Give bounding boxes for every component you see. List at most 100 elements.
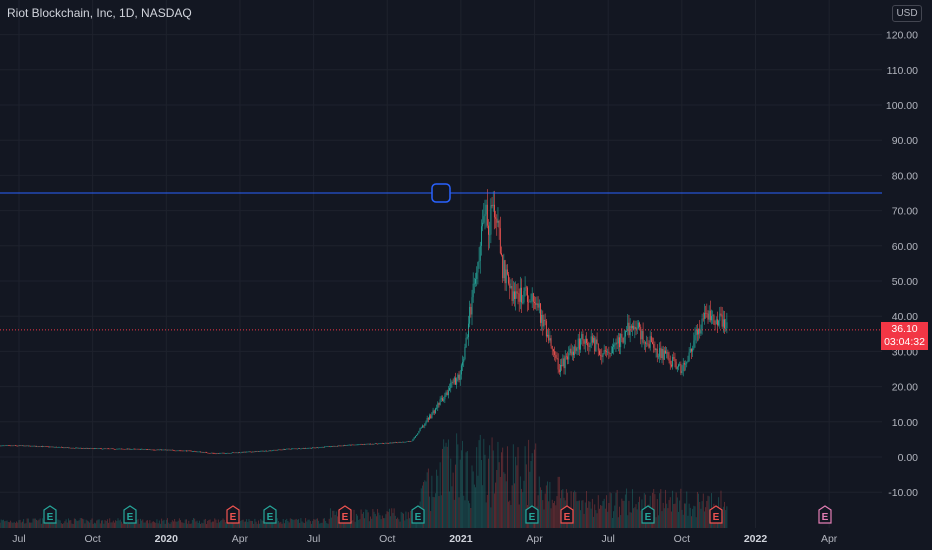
candle-body — [75, 447, 76, 449]
volume-bar — [483, 438, 485, 528]
candle-body — [136, 448, 138, 450]
candle-body — [529, 301, 531, 303]
volume-bar — [72, 523, 74, 528]
candle-body — [501, 253, 502, 255]
volume-bar — [117, 518, 119, 528]
price-tick-label: 20.00 — [892, 382, 918, 394]
candle-body — [126, 448, 128, 450]
volume-bar — [614, 505, 616, 528]
candle-body — [278, 449, 279, 451]
volume-bar — [189, 523, 191, 528]
volume-bar — [635, 504, 637, 528]
candle-body — [34, 446, 36, 447]
volume-bar — [34, 518, 36, 528]
candle-body — [458, 374, 460, 381]
volume-bar — [556, 496, 558, 528]
candle-body — [692, 348, 694, 352]
candle-body — [425, 421, 427, 424]
candle-body — [320, 447, 322, 448]
earnings-marker-icon[interactable]: E — [709, 505, 723, 524]
volume-bar — [385, 514, 387, 528]
candle-body — [305, 448, 307, 449]
volume-bar — [221, 519, 223, 528]
candle-body — [49, 446, 51, 448]
earnings-marker-icon[interactable]: E — [641, 505, 655, 524]
earnings-marker-icon[interactable]: E — [226, 505, 240, 524]
volume-bar — [256, 523, 258, 528]
candle-body — [354, 444, 356, 446]
volume-bar — [726, 506, 728, 528]
volume-bar — [453, 499, 455, 528]
candle-body — [351, 444, 353, 446]
candle-body — [364, 444, 366, 445]
symbol-title[interactable]: Riot Blockchain, Inc, 1D, NASDAQ — [7, 6, 192, 20]
volume-bar — [220, 520, 222, 528]
volume-bar — [234, 522, 236, 528]
volume-bar — [250, 520, 252, 528]
volume-bar — [442, 448, 443, 528]
candle-body — [399, 442, 401, 443]
candle-body — [652, 342, 653, 344]
candle-body — [622, 337, 624, 343]
volume-bar — [705, 507, 707, 528]
earnings-marker-icon[interactable]: E — [525, 505, 539, 524]
candle-body — [187, 450, 189, 452]
volume-bar — [168, 522, 170, 528]
earnings-marker-icon[interactable]: E — [43, 505, 57, 524]
candle-body — [429, 415, 430, 420]
candle-body — [620, 333, 622, 348]
candle-body — [319, 447, 321, 448]
candle-body — [602, 353, 604, 357]
candle-body — [40, 446, 42, 447]
price-tick-label: 100.00 — [886, 100, 918, 112]
candle-body — [547, 334, 548, 337]
candle-body — [417, 433, 419, 435]
candle-body — [580, 339, 582, 350]
volume-bars — [0, 433, 728, 528]
volume-bar — [557, 476, 559, 528]
volume-bar — [388, 508, 390, 528]
earnings-marker-icon[interactable]: E — [338, 505, 352, 524]
candle-body — [590, 336, 592, 344]
candle-body — [328, 446, 330, 447]
volume-bar — [128, 521, 130, 528]
earnings-marker-icon[interactable]: E — [123, 505, 137, 524]
volume-bar — [606, 495, 607, 528]
candle-body — [239, 452, 240, 453]
candle-body — [348, 444, 350, 446]
candle-body — [508, 274, 510, 284]
volume-bar — [512, 444, 514, 528]
candle-body — [196, 451, 198, 453]
line-drag-handle[interactable] — [431, 183, 451, 203]
volume-bar — [626, 488, 628, 528]
earnings-marker-icon[interactable]: E — [818, 505, 832, 524]
earnings-marker-icon[interactable]: E — [560, 505, 574, 524]
last-price-value: 36.10 — [891, 323, 918, 335]
volume-bar — [209, 519, 211, 528]
volume-bar — [591, 498, 593, 528]
candle-body — [670, 364, 672, 367]
volume-bar — [71, 523, 73, 528]
volume-bar — [58, 519, 60, 528]
volume-bar — [270, 523, 272, 528]
volume-bar — [464, 500, 466, 528]
volume-bar — [509, 500, 511, 528]
candle-body — [372, 443, 374, 445]
volume-bar — [298, 519, 299, 528]
volume-bar — [673, 503, 675, 528]
candle-body — [617, 337, 619, 344]
volume-bar — [44, 521, 46, 528]
volume-bar — [534, 449, 535, 528]
volume-bar — [640, 510, 642, 528]
earnings-marker-icon[interactable]: E — [263, 505, 277, 524]
volume-bar — [681, 509, 683, 528]
volume-bar — [384, 518, 386, 528]
volume-bar — [162, 520, 164, 528]
currency-button[interactable]: USD — [892, 5, 922, 22]
volume-bar — [580, 510, 582, 528]
earnings-marker-icon[interactable]: E — [411, 505, 425, 524]
candle-body — [574, 346, 576, 356]
candle-body — [431, 413, 433, 419]
